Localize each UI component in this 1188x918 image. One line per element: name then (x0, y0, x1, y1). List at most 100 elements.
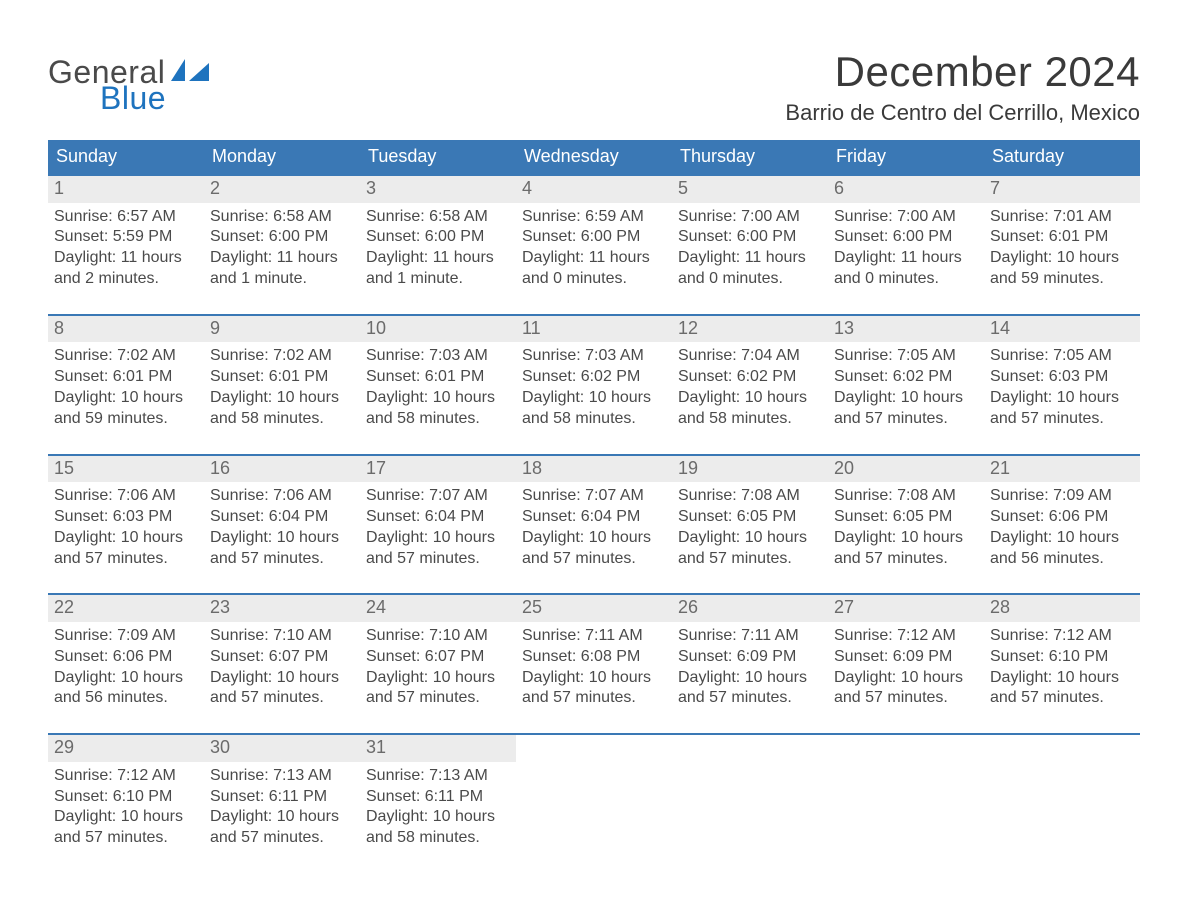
sunset-line: Sunset: 5:59 PM (54, 227, 198, 248)
sunset-line: Sunset: 6:07 PM (366, 647, 510, 668)
daylight-line-1: Daylight: 11 hours (366, 248, 510, 269)
calendar-day: 27Sunrise: 7:12 AMSunset: 6:09 PMDayligh… (828, 595, 984, 715)
daylight-line-2: and 58 minutes. (522, 409, 666, 430)
calendar-week: 22Sunrise: 7:09 AMSunset: 6:06 PMDayligh… (48, 593, 1140, 715)
day-number: 18 (516, 456, 672, 483)
day-number: 10 (360, 316, 516, 343)
sunset-line: Sunset: 6:06 PM (54, 647, 198, 668)
daylight-line-2: and 0 minutes. (678, 269, 822, 290)
daylight-line-2: and 57 minutes. (678, 688, 822, 709)
sunset-line: Sunset: 6:01 PM (210, 367, 354, 388)
daylight-line-1: Daylight: 10 hours (54, 807, 198, 828)
sunrise-line: Sunrise: 7:00 AM (678, 207, 822, 228)
calendar-day: 29Sunrise: 7:12 AMSunset: 6:10 PMDayligh… (48, 735, 204, 855)
day-number: 22 (48, 595, 204, 622)
daylight-line-1: Daylight: 10 hours (522, 668, 666, 689)
sunset-line: Sunset: 6:05 PM (678, 507, 822, 528)
daylight-line-2: and 58 minutes. (366, 409, 510, 430)
calendar-day-empty: . (516, 735, 672, 855)
calendar-day: 3Sunrise: 6:58 AMSunset: 6:00 PMDaylight… (360, 176, 516, 296)
daylight-line-2: and 59 minutes. (990, 269, 1134, 290)
dow-cell: Friday (828, 140, 984, 174)
location-subtitle: Barrio de Centro del Cerrillo, Mexico (785, 100, 1140, 126)
sunset-line: Sunset: 6:10 PM (990, 647, 1134, 668)
day-body: Sunrise: 7:05 AMSunset: 6:02 PMDaylight:… (828, 342, 984, 435)
calendar-day: 28Sunrise: 7:12 AMSunset: 6:10 PMDayligh… (984, 595, 1140, 715)
daylight-line-1: Daylight: 11 hours (678, 248, 822, 269)
day-number: 3 (360, 176, 516, 203)
sunset-line: Sunset: 6:10 PM (54, 787, 198, 808)
daylight-line-2: and 2 minutes. (54, 269, 198, 290)
sunrise-line: Sunrise: 7:12 AM (990, 626, 1134, 647)
calendar-day: 23Sunrise: 7:10 AMSunset: 6:07 PMDayligh… (204, 595, 360, 715)
day-number: 30 (204, 735, 360, 762)
day-body: Sunrise: 7:06 AMSunset: 6:04 PMDaylight:… (204, 482, 360, 575)
daylight-line-2: and 57 minutes. (210, 688, 354, 709)
day-body: Sunrise: 7:04 AMSunset: 6:02 PMDaylight:… (672, 342, 828, 435)
day-body: Sunrise: 7:11 AMSunset: 6:09 PMDaylight:… (672, 622, 828, 715)
dow-cell: Tuesday (360, 140, 516, 174)
day-body: Sunrise: 7:12 AMSunset: 6:09 PMDaylight:… (828, 622, 984, 715)
calendar: SundayMondayTuesdayWednesdayThursdayFrid… (48, 140, 1140, 855)
daylight-line-1: Daylight: 10 hours (834, 528, 978, 549)
brand-logo: General Blue (48, 48, 213, 114)
sunset-line: Sunset: 6:11 PM (366, 787, 510, 808)
daylight-line-2: and 57 minutes. (990, 409, 1134, 430)
day-number: 24 (360, 595, 516, 622)
sunrise-line: Sunrise: 6:58 AM (210, 207, 354, 228)
sunrise-line: Sunrise: 7:12 AM (54, 766, 198, 787)
day-number: 28 (984, 595, 1140, 622)
calendar-day: 4Sunrise: 6:59 AMSunset: 6:00 PMDaylight… (516, 176, 672, 296)
daylight-line-2: and 0 minutes. (522, 269, 666, 290)
sunset-line: Sunset: 6:08 PM (522, 647, 666, 668)
sunrise-line: Sunrise: 7:04 AM (678, 346, 822, 367)
daylight-line-2: and 57 minutes. (210, 549, 354, 570)
daylight-line-2: and 56 minutes. (54, 688, 198, 709)
daylight-line-2: and 57 minutes. (210, 828, 354, 849)
day-number: 4 (516, 176, 672, 203)
daylight-line-2: and 58 minutes. (210, 409, 354, 430)
daylight-line-2: and 57 minutes. (366, 549, 510, 570)
day-body: Sunrise: 7:10 AMSunset: 6:07 PMDaylight:… (204, 622, 360, 715)
daylight-line-1: Daylight: 10 hours (522, 388, 666, 409)
sunrise-line: Sunrise: 7:05 AM (834, 346, 978, 367)
daylight-line-2: and 57 minutes. (834, 409, 978, 430)
daylight-line-2: and 57 minutes. (678, 549, 822, 570)
dow-cell: Monday (204, 140, 360, 174)
sunrise-line: Sunrise: 7:00 AM (834, 207, 978, 228)
calendar-day: 25Sunrise: 7:11 AMSunset: 6:08 PMDayligh… (516, 595, 672, 715)
daylight-line-1: Daylight: 10 hours (990, 528, 1134, 549)
sunrise-line: Sunrise: 7:07 AM (366, 486, 510, 507)
day-number: 17 (360, 456, 516, 483)
calendar-day: 19Sunrise: 7:08 AMSunset: 6:05 PMDayligh… (672, 456, 828, 576)
daylight-line-2: and 56 minutes. (990, 549, 1134, 570)
day-body: Sunrise: 6:58 AMSunset: 6:00 PMDaylight:… (360, 203, 516, 296)
sunrise-line: Sunrise: 7:12 AM (834, 626, 978, 647)
daylight-line-1: Daylight: 10 hours (990, 668, 1134, 689)
calendar-week: 1Sunrise: 6:57 AMSunset: 5:59 PMDaylight… (48, 174, 1140, 296)
calendar-day: 20Sunrise: 7:08 AMSunset: 6:05 PMDayligh… (828, 456, 984, 576)
sunrise-line: Sunrise: 7:08 AM (834, 486, 978, 507)
daylight-line-2: and 57 minutes. (834, 688, 978, 709)
sunset-line: Sunset: 6:02 PM (834, 367, 978, 388)
daylight-line-1: Daylight: 10 hours (210, 388, 354, 409)
dow-cell: Saturday (984, 140, 1140, 174)
sunset-line: Sunset: 6:05 PM (834, 507, 978, 528)
month-title: December 2024 (785, 48, 1140, 96)
sunset-line: Sunset: 6:00 PM (522, 227, 666, 248)
dow-cell: Wednesday (516, 140, 672, 174)
calendar-day: 31Sunrise: 7:13 AMSunset: 6:11 PMDayligh… (360, 735, 516, 855)
calendar-day: 1Sunrise: 6:57 AMSunset: 5:59 PMDaylight… (48, 176, 204, 296)
day-body: Sunrise: 7:03 AMSunset: 6:02 PMDaylight:… (516, 342, 672, 435)
day-body: Sunrise: 6:57 AMSunset: 5:59 PMDaylight:… (48, 203, 204, 296)
calendar-day-empty: . (984, 735, 1140, 855)
sunrise-line: Sunrise: 7:07 AM (522, 486, 666, 507)
calendar-day: 8Sunrise: 7:02 AMSunset: 6:01 PMDaylight… (48, 316, 204, 436)
day-body: Sunrise: 7:12 AMSunset: 6:10 PMDaylight:… (984, 622, 1140, 715)
day-body: Sunrise: 7:00 AMSunset: 6:00 PMDaylight:… (828, 203, 984, 296)
daylight-line-1: Daylight: 10 hours (678, 668, 822, 689)
sunrise-line: Sunrise: 7:08 AM (678, 486, 822, 507)
sunrise-line: Sunrise: 6:59 AM (522, 207, 666, 228)
day-number: 2 (204, 176, 360, 203)
sunrise-line: Sunrise: 7:03 AM (522, 346, 666, 367)
